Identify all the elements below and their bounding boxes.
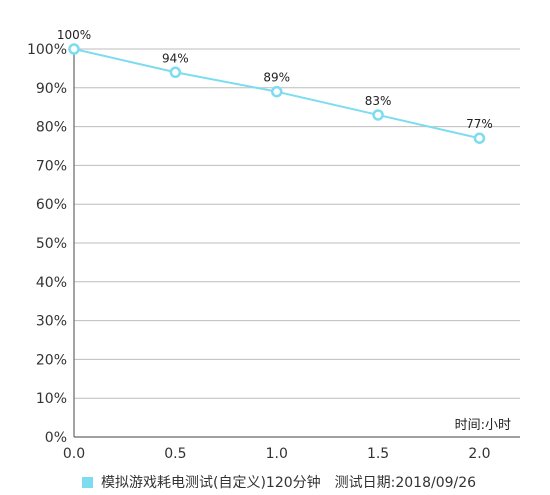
x-tick-label: 1.0 <box>266 446 288 462</box>
line-chart: 0% 10% 20% 30% 40% 50% 60% 70% 80% 90% 100% 0.0 0.5 1… <box>27 28 520 462</box>
test-date-label: 测试日期:2018/09/26 <box>334 475 477 491</box>
y-tick-label: 30% <box>36 314 67 330</box>
x-tick-label: 2.0 <box>468 446 490 462</box>
legend-swatch <box>82 476 93 488</box>
data-label: 89% <box>263 71 290 85</box>
y-tick-label: 20% <box>36 352 67 368</box>
legend-series-name: 模拟游戏耗电测试(自定义)120分钟 <box>101 475 321 491</box>
data-label: 83% <box>365 94 392 108</box>
data-point <box>169 66 182 79</box>
y-tick-label: 10% <box>36 391 67 407</box>
y-tick-label: 80% <box>36 120 67 136</box>
data-label: 100% <box>57 28 91 42</box>
data-label: 77% <box>466 117 493 131</box>
y-tick-label: 0% <box>45 430 67 446</box>
data-point <box>68 43 80 55</box>
data-point <box>372 109 384 121</box>
data-label: 94% <box>162 51 189 65</box>
y-tick-label: 60% <box>36 197 67 213</box>
x-tick-label: 0.0 <box>63 446 85 462</box>
x-tick-label: 1.5 <box>367 446 389 462</box>
data-point <box>473 132 486 144</box>
y-tick-label: 90% <box>36 81 67 97</box>
x-axis-title: 时间:小时 <box>455 418 511 433</box>
y-tick-label: 70% <box>36 158 67 174</box>
data-point <box>270 85 283 98</box>
legend: 模拟游戏耗电测试(自定义)120分钟 测试日期:2018/09/26 <box>82 472 476 492</box>
x-tick-label: 0.5 <box>164 446 186 462</box>
y-tick-label: 100% <box>27 42 67 58</box>
y-tick-label: 50% <box>36 236 67 252</box>
y-tick-label: 40% <box>36 275 67 291</box>
